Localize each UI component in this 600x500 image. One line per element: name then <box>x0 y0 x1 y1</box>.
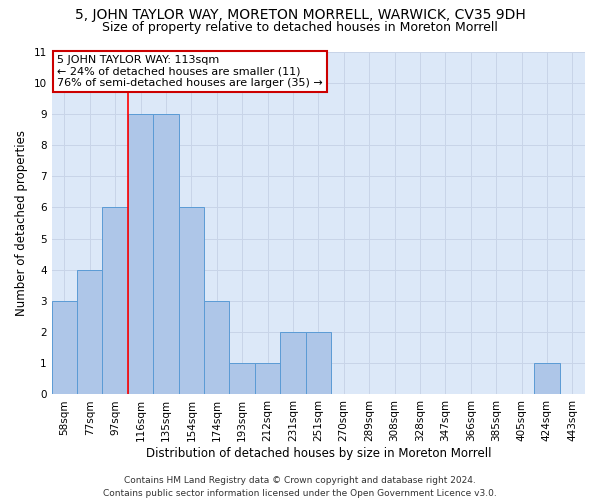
Bar <box>77 270 103 394</box>
Text: 5 JOHN TAYLOR WAY: 113sqm
← 24% of detached houses are smaller (11)
76% of semi-: 5 JOHN TAYLOR WAY: 113sqm ← 24% of detac… <box>57 55 323 88</box>
Bar <box>305 332 331 394</box>
Bar <box>255 364 280 394</box>
Text: Contains HM Land Registry data © Crown copyright and database right 2024.
Contai: Contains HM Land Registry data © Crown c… <box>103 476 497 498</box>
Bar <box>128 114 153 394</box>
Bar <box>153 114 179 394</box>
Text: Size of property relative to detached houses in Moreton Morrell: Size of property relative to detached ho… <box>102 21 498 34</box>
Bar <box>229 364 255 394</box>
X-axis label: Distribution of detached houses by size in Moreton Morrell: Distribution of detached houses by size … <box>146 447 491 460</box>
Bar <box>52 301 77 394</box>
Y-axis label: Number of detached properties: Number of detached properties <box>15 130 28 316</box>
Bar <box>204 301 229 394</box>
Bar <box>534 364 560 394</box>
Bar <box>103 208 128 394</box>
Bar <box>280 332 305 394</box>
Text: 5, JOHN TAYLOR WAY, MORETON MORRELL, WARWICK, CV35 9DH: 5, JOHN TAYLOR WAY, MORETON MORRELL, WAR… <box>74 8 526 22</box>
Bar <box>179 208 204 394</box>
